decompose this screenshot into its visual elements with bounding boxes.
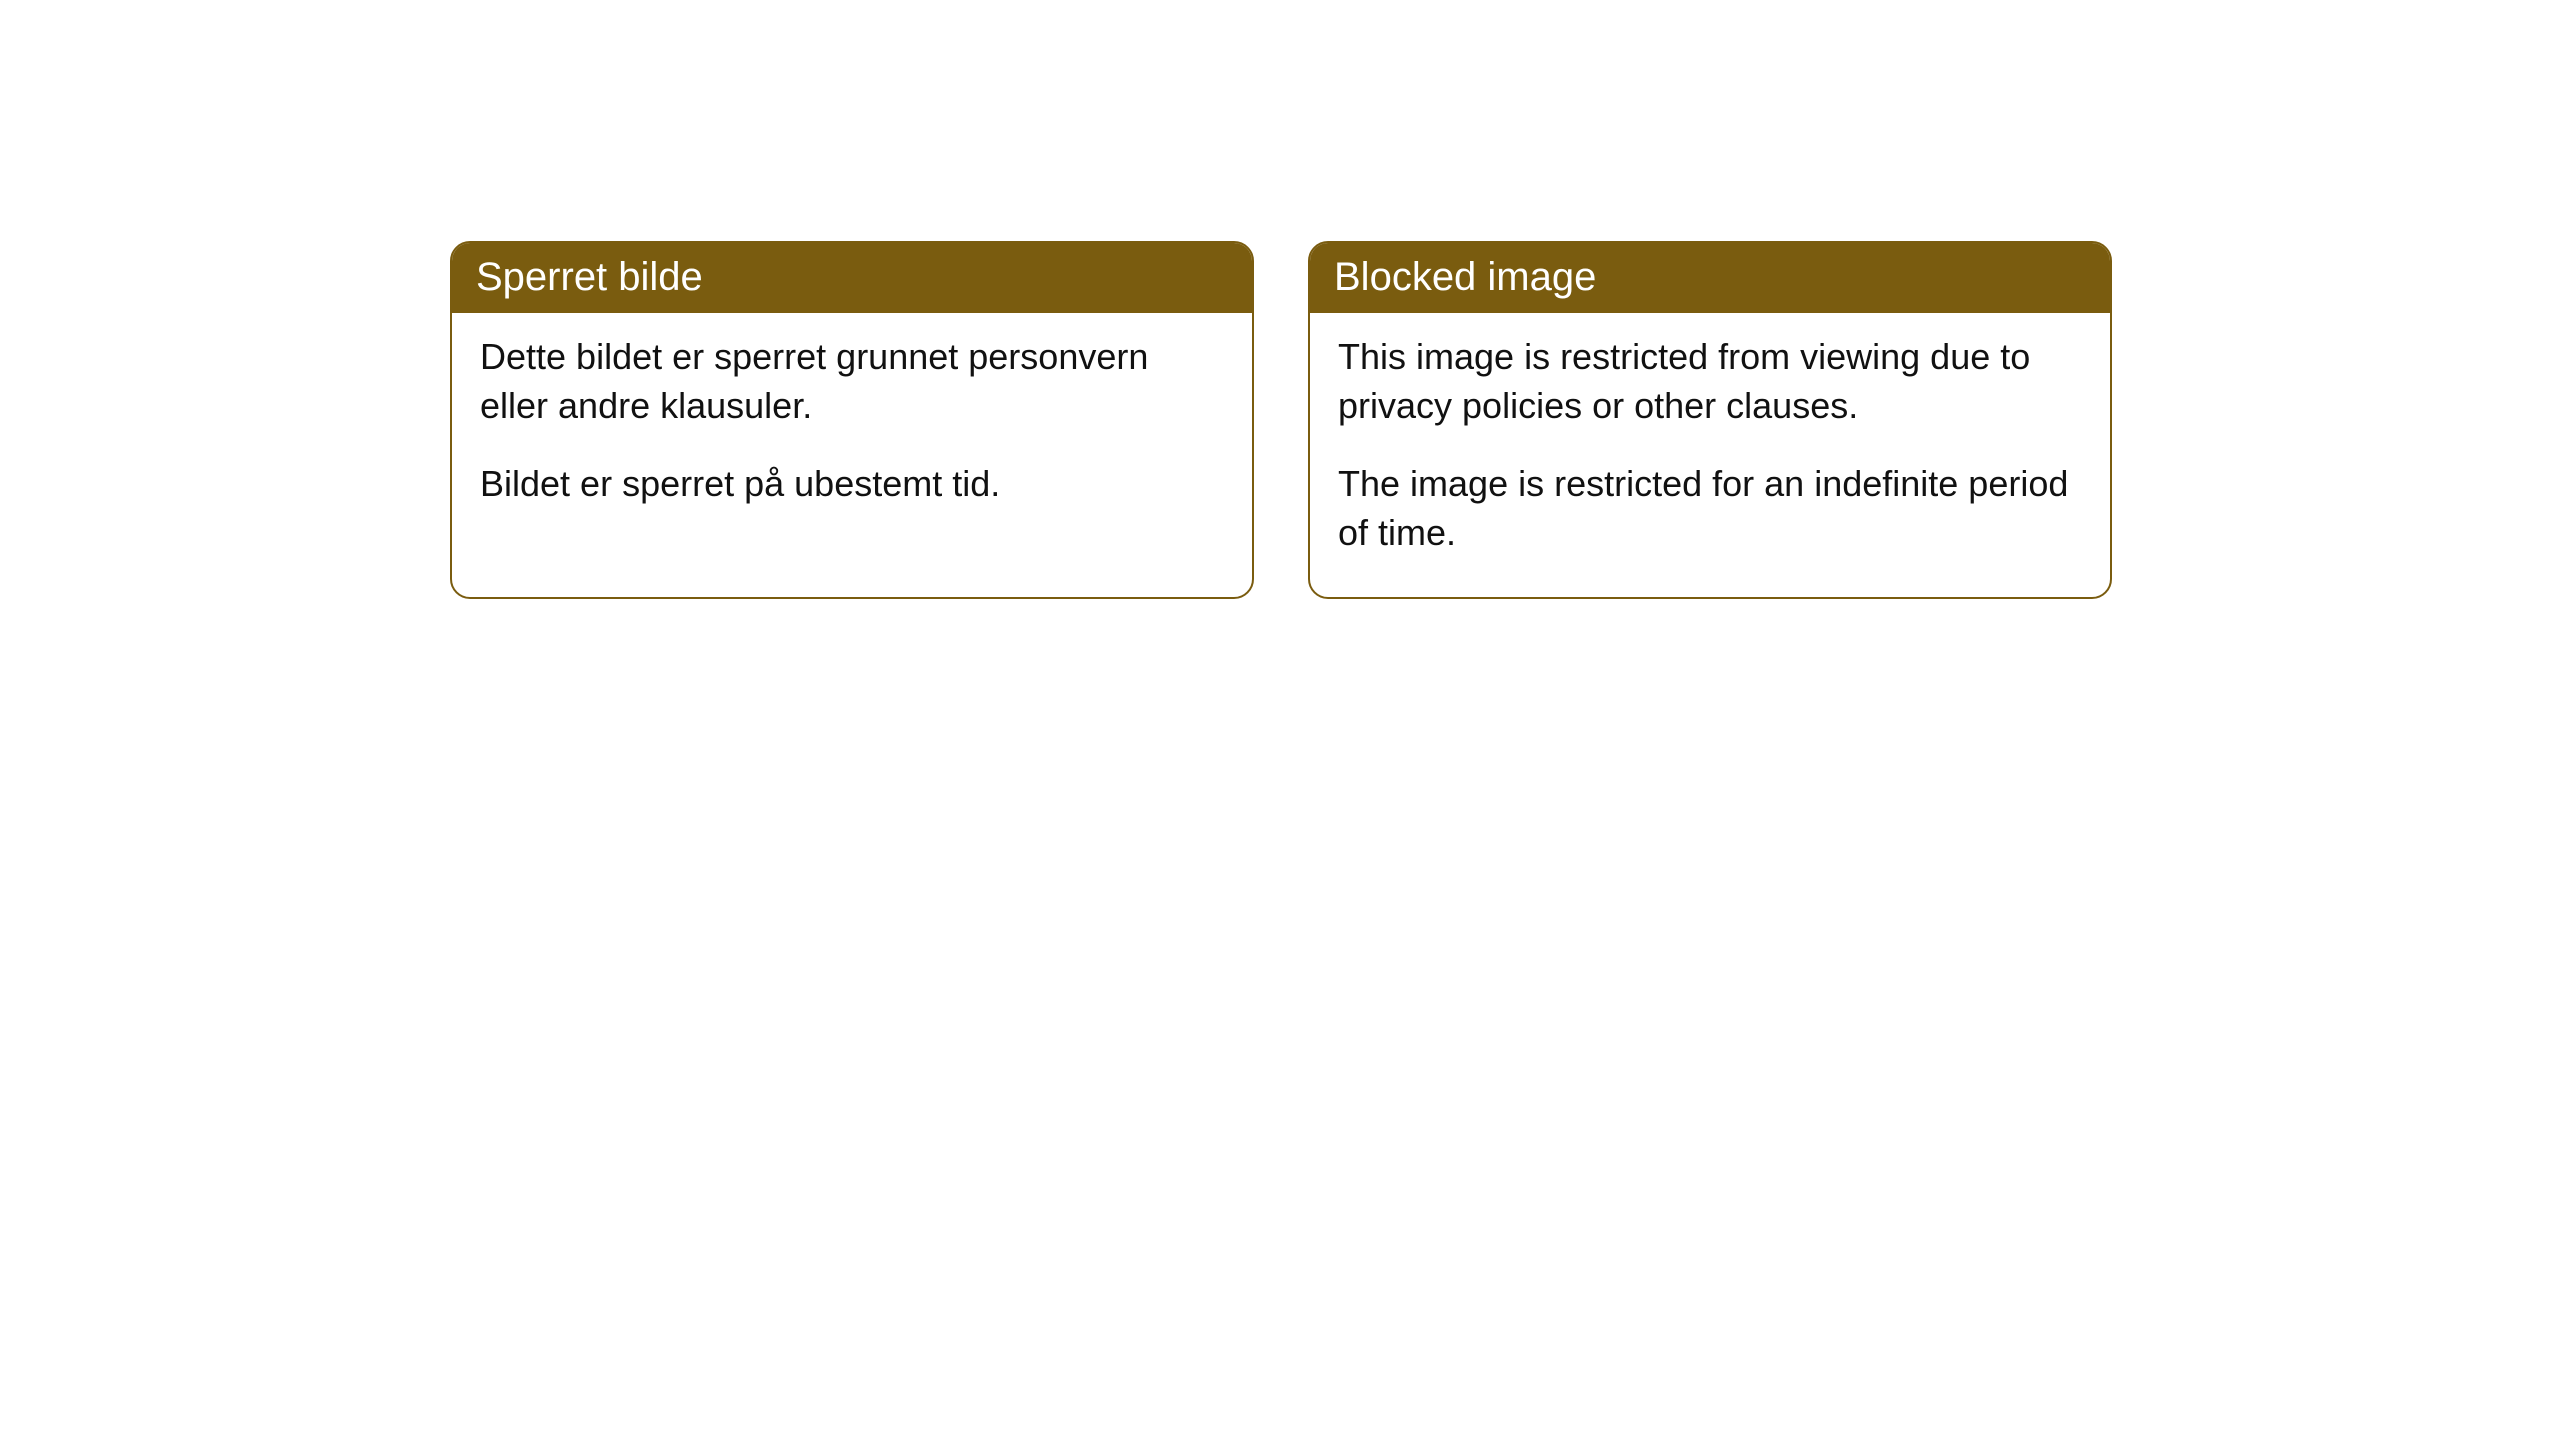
card-body-no: Dette bildet er sperret grunnet personve… xyxy=(452,313,1252,549)
card-header-en: Blocked image xyxy=(1310,243,2110,313)
card-body-en: This image is restricted from viewing du… xyxy=(1310,313,2110,597)
card-text-en-1: This image is restricted from viewing du… xyxy=(1338,333,2082,430)
blocked-image-card-no: Sperret bilde Dette bildet er sperret gr… xyxy=(450,241,1254,599)
blocked-image-card-en: Blocked image This image is restricted f… xyxy=(1308,241,2112,599)
card-text-no-2: Bildet er sperret på ubestemt tid. xyxy=(480,460,1224,509)
card-text-no-1: Dette bildet er sperret grunnet personve… xyxy=(480,333,1224,430)
notice-cards: Sperret bilde Dette bildet er sperret gr… xyxy=(450,241,2112,599)
card-text-en-2: The image is restricted for an indefinit… xyxy=(1338,460,2082,557)
card-header-no: Sperret bilde xyxy=(452,243,1252,313)
